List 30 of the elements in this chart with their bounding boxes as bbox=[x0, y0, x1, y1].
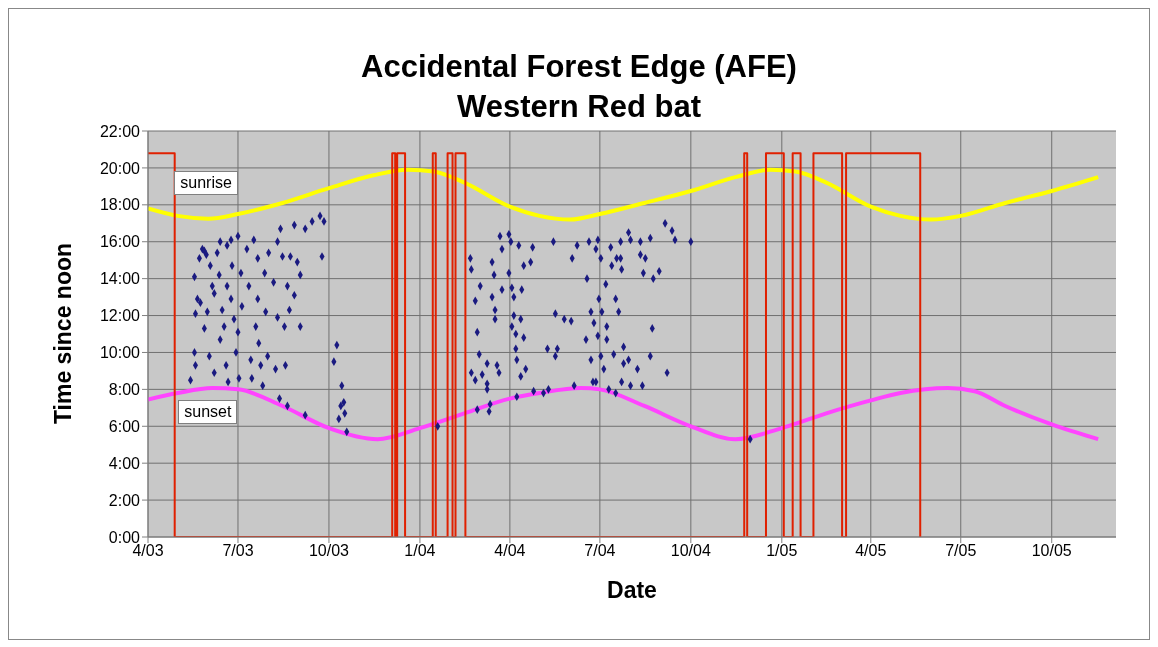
line-series bbox=[148, 386, 1101, 442]
x-tick-label: 4/05 bbox=[855, 542, 887, 560]
x-tick-label: 10/05 bbox=[1031, 542, 1072, 560]
chart-subtitle: Western Red bat bbox=[456, 89, 702, 124]
x-axis-title: Date bbox=[606, 577, 658, 604]
x-tick-label: 4/03 bbox=[132, 542, 164, 560]
x-tick-label: 1/04 bbox=[404, 542, 436, 560]
y-tick-label: 18:00 bbox=[99, 196, 141, 214]
series-label: sunrise bbox=[174, 170, 238, 195]
y-tick-label: 16:00 bbox=[99, 233, 141, 251]
x-tick-label: 10/03 bbox=[308, 542, 350, 560]
y-tick-label: 14:00 bbox=[99, 270, 141, 288]
x-tick-label: 1/05 bbox=[766, 542, 798, 560]
series-label: sunset bbox=[178, 400, 238, 425]
y-tick-label: 2:00 bbox=[108, 491, 141, 509]
y-axis-title: Time since noon bbox=[49, 241, 77, 427]
y-tick-label: 20:00 bbox=[99, 159, 141, 177]
chart-title: Accidental Forest Edge (AFE) bbox=[360, 48, 798, 86]
y-tick-label: 8:00 bbox=[108, 381, 141, 399]
x-tick-label: 7/03 bbox=[222, 542, 254, 560]
y-tick-label: 6:00 bbox=[108, 417, 141, 435]
y-tick-label: 12:00 bbox=[99, 307, 141, 325]
y-tick-label: 4:00 bbox=[108, 454, 141, 472]
x-tick-label: 7/05 bbox=[945, 542, 977, 560]
line-series bbox=[148, 167, 1101, 222]
y-tick-label: 22:00 bbox=[99, 122, 141, 140]
y-tick-label: 10:00 bbox=[99, 344, 141, 362]
x-tick-label: 4/04 bbox=[494, 542, 526, 560]
x-tick-label: 7/04 bbox=[584, 542, 616, 560]
x-tick-label: 10/04 bbox=[670, 542, 711, 560]
